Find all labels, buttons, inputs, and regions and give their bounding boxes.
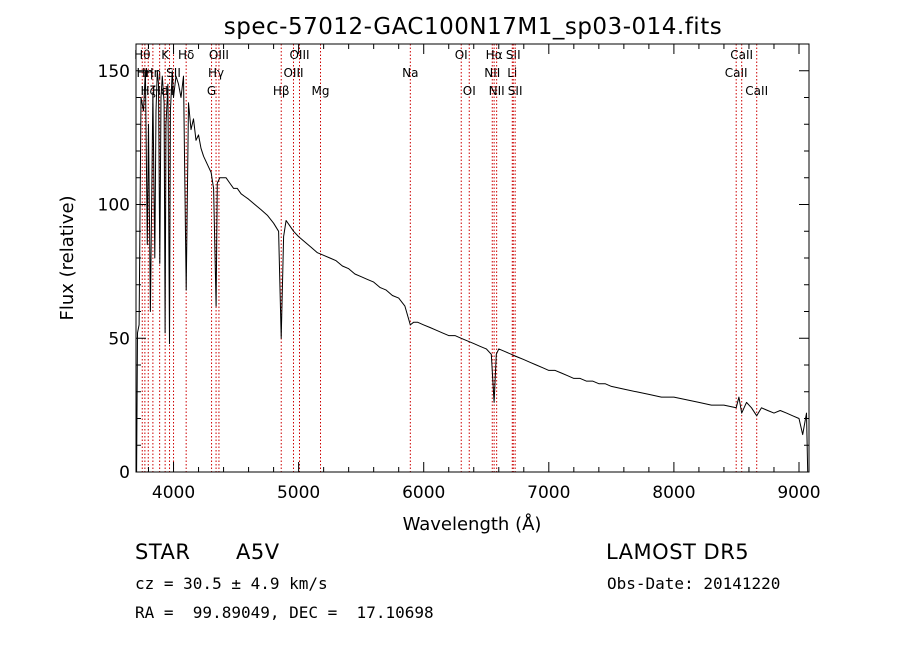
line-marker-label: OIII xyxy=(289,48,309,62)
line-marker-label: Hβ xyxy=(273,84,290,98)
object-subclass: A5V xyxy=(236,540,280,564)
line-marker-label: Hθ xyxy=(134,48,150,62)
x-tick-label: 5000 xyxy=(277,483,320,503)
line-marker-label: OI xyxy=(455,48,468,62)
line-marker-label: OI xyxy=(463,84,476,98)
line-marker-label: H xyxy=(165,84,174,98)
x-axis-label: Wavelength (Å) xyxy=(403,513,542,535)
x-tick-label: 9000 xyxy=(777,483,820,503)
x-tick-label: 8000 xyxy=(652,483,695,503)
line-marker-label: NII xyxy=(484,66,500,80)
x-tick-label: 7000 xyxy=(527,483,570,503)
line-markers: HθHηHζHηHεKHSIIHδGHγOIIIHβOIIIOIIIMgNaOI… xyxy=(134,44,768,472)
plot-frame xyxy=(135,43,810,473)
line-marker-label: SII xyxy=(508,84,523,98)
line-marker-label: CaII xyxy=(745,84,768,98)
line-marker-label: SII xyxy=(506,48,521,62)
obs-date: Obs-Date: 20141220 xyxy=(607,574,781,593)
line-marker-label: Hδ xyxy=(178,48,194,62)
object-class: STAR xyxy=(135,540,191,564)
line-marker-label: Hα xyxy=(486,48,503,62)
line-marker-label: G xyxy=(207,84,216,98)
y-axis: 0 50 100 150 xyxy=(98,43,809,483)
x-tick-label: 4000 xyxy=(152,483,195,503)
spectrum-chart: spec-57012-GAC100N17M1_sp03-014.fits Hθ H… xyxy=(57,14,821,535)
line-marker-label: CaII xyxy=(725,66,748,80)
line-marker-label: K xyxy=(161,48,170,62)
y-tick-label: 0 xyxy=(119,463,130,483)
line-marker-label: SII xyxy=(166,66,181,80)
y-tick-label: 150 xyxy=(98,62,130,82)
line-marker-label: Mg xyxy=(312,84,330,98)
spectrum-line xyxy=(136,70,809,473)
redshift-value: cz = 30.5 ± 4.9 km/s xyxy=(135,574,328,593)
y-tick-label: 50 xyxy=(108,329,130,349)
line-marker-label: Hγ xyxy=(208,66,224,80)
survey-name: LAMOST DR5 xyxy=(606,540,750,564)
coordinates: RA = 99.89049, DEC = 17.10698 xyxy=(135,603,434,622)
line-marker-label: NII xyxy=(489,84,505,98)
y-axis-label: Flux (relative) xyxy=(57,195,78,320)
x-axis: 4000 5000 6000 7000 8000 9000 xyxy=(148,44,821,503)
line-marker-label: CaII xyxy=(730,48,753,62)
line-marker-label: Li xyxy=(507,66,517,80)
line-marker-label: OIII xyxy=(283,66,303,80)
line-marker-label: Hη xyxy=(145,66,162,80)
chart-title: spec-57012-GAC100N17M1_sp03-014.fits xyxy=(224,14,722,40)
x-tick-label: 6000 xyxy=(402,483,445,503)
line-marker-label: Na xyxy=(402,66,418,80)
y-tick-label: 100 xyxy=(98,196,130,216)
line-marker-label: OIII xyxy=(209,48,229,62)
